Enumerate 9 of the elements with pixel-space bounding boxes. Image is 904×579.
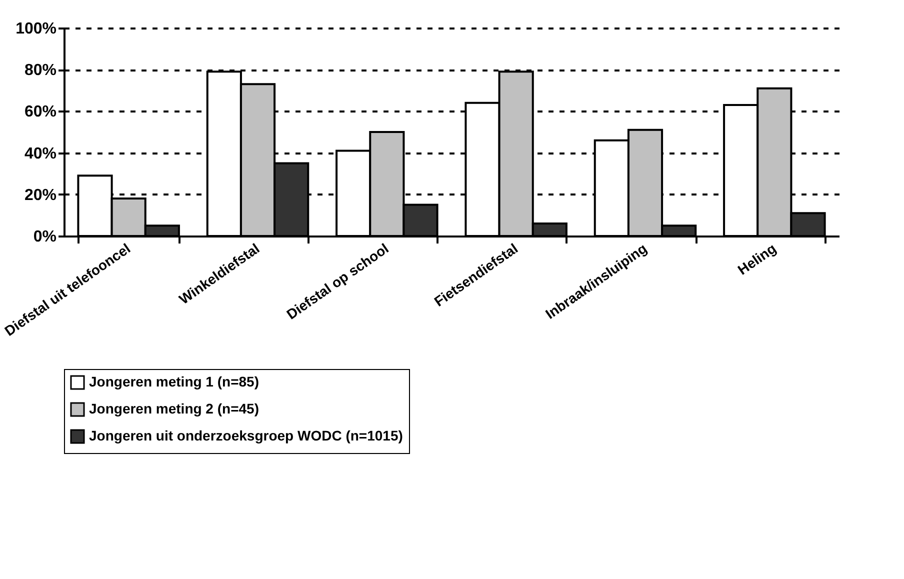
legend-label: Jongeren meting 1 (n=85) <box>89 374 259 390</box>
y-tick-label: 100% <box>16 20 56 38</box>
y-tick-label: 0% <box>33 228 56 246</box>
legend-label: Jongeren uit onderzoeksgroep WODC (n=1015) <box>89 428 403 444</box>
y-tick-label: 60% <box>24 104 56 121</box>
y-tick-label: 80% <box>24 62 56 80</box>
legend-label: Jongeren meting 2 (n=45) <box>89 400 259 416</box>
y-tick-label: 20% <box>24 186 56 204</box>
y-tick-label: 40% <box>24 145 56 162</box>
